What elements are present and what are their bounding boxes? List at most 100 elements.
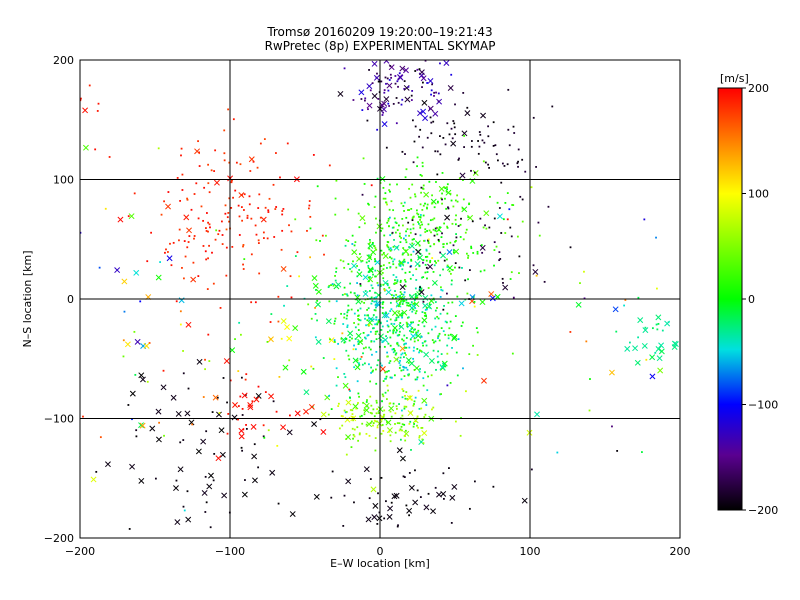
data-point-dot [388,261,391,264]
data-point-dot [367,314,370,317]
data-point-dot [440,327,443,330]
data-point-dot [376,72,378,75]
data-point-cross [404,96,411,103]
data-point-dot [163,434,165,437]
data-point-dot [343,494,346,497]
data-point-dot [511,352,514,355]
data-point-dot [98,266,101,269]
data-point-dot [419,214,422,216]
data-point-dot [357,392,360,395]
data-point-cross [363,407,370,414]
data-point-cross [282,364,289,371]
data-point-dot [369,478,372,480]
data-point-cross [526,429,533,436]
data-point-dot [404,352,406,355]
data-point-dot [414,125,417,128]
data-point-dot [248,195,251,198]
data-point-dot [417,426,419,429]
data-point-dot [436,201,439,204]
data-point-dot [352,433,355,436]
data-point-dot [419,349,422,352]
data-point-dot [409,277,412,280]
data-point-dot [289,414,291,417]
data-point-dot [401,98,404,101]
data-point-dot [451,301,454,304]
data-point-dot [424,263,427,266]
data-point-cross [315,301,322,308]
data-point-dot [418,287,421,290]
data-point-cross [356,255,363,262]
data-point-dot [222,377,225,379]
data-point-dot [382,430,385,432]
data-point-dot [384,192,387,195]
data-point-dot [408,271,411,273]
data-point-dot [442,362,445,365]
data-point-dot [127,404,130,406]
data-point-dot [412,274,414,277]
data-point-dot [372,314,375,316]
data-point-dot [412,302,415,305]
data-point-dot [249,170,252,172]
data-point-dot [375,275,377,278]
data-point-dot [382,268,385,271]
data-point-dot [377,284,380,287]
data-point-dot [358,395,360,398]
data-point-dot [363,222,366,225]
data-point-dot [472,344,474,347]
data-point-dot [400,237,403,239]
data-point-dot [404,435,406,437]
data-point-dot [414,70,417,72]
data-point-cross [253,396,260,403]
data-point-dot [367,334,370,336]
data-point-dot [370,340,373,343]
data-point-dot [645,358,648,361]
data-point-dot [241,219,244,222]
data-point-dot [483,141,486,144]
data-point-dot [395,122,398,125]
data-point-dot [268,197,271,200]
data-point-cross [250,423,257,430]
data-point-dot [382,186,385,189]
data-point-dot [408,514,411,517]
data-point-dot [186,197,188,200]
data-point-dot [443,259,446,262]
data-point-dot [381,400,383,403]
data-point-dot [232,196,234,199]
data-point-cross [438,185,445,192]
data-point-dot [502,218,505,221]
data-point-dot [446,312,449,315]
data-point-dot [418,349,421,352]
data-point-cross [320,429,327,435]
data-point-dot [429,259,432,262]
data-point-dot [343,266,346,269]
data-point-dot [472,295,475,298]
data-point-dot [401,414,404,417]
data-point-dot [416,165,418,168]
data-point-dot [175,300,178,303]
data-point-cross [347,330,354,337]
data-point-dot [448,133,451,136]
data-point-dot [343,286,346,289]
data-point-dot [450,199,453,202]
data-point-dot [362,401,365,404]
data-point-dot [426,271,429,273]
data-point-dot [214,238,217,241]
data-point-dot [386,355,389,358]
data-point-dot [369,330,372,333]
data-point-dot [478,145,481,148]
data-point-dot [414,328,416,331]
data-point-dot [464,279,467,282]
data-point-cross [383,60,390,64]
data-point-dot [404,397,407,400]
data-point-dot [405,337,408,339]
data-point-cross [128,213,135,220]
data-point-dot [335,300,338,303]
data-point-dot [411,327,414,330]
data-point-dot [277,502,280,505]
data-point-dot [424,202,426,205]
data-point-dot [215,229,218,232]
data-point-dot [197,140,199,143]
data-point-dot [427,238,430,241]
data-point-dot [424,256,427,258]
data-point-cross [381,121,388,128]
